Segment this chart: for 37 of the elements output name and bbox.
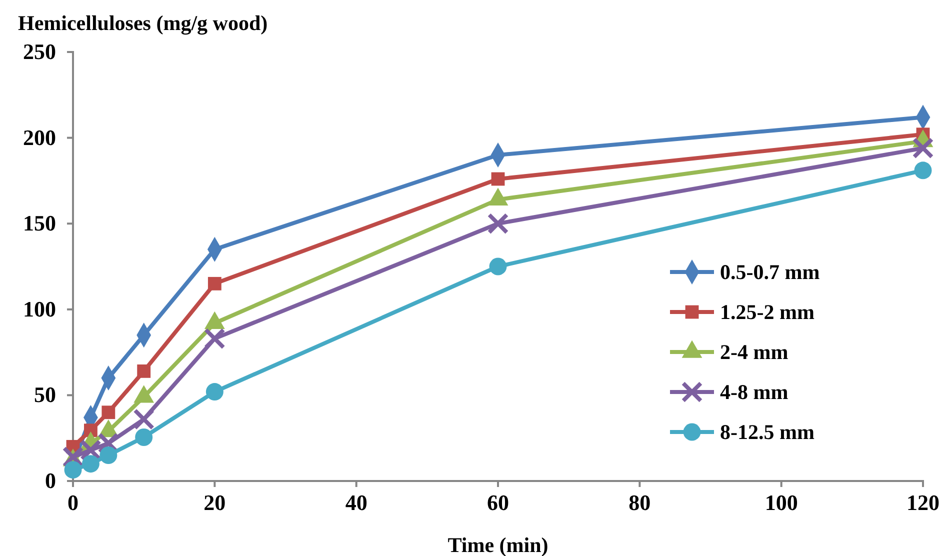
- point: [84, 424, 98, 438]
- legend-label: 4-8 mm: [720, 380, 789, 404]
- point: [491, 172, 505, 186]
- point: [135, 428, 153, 446]
- chart-title: Hemicelluloses (mg/g wood): [18, 11, 268, 35]
- point: [100, 446, 118, 464]
- point: [206, 383, 224, 400]
- x-tick-label: 20: [204, 490, 226, 515]
- point: [80, 439, 102, 461]
- y-tick-label: 50: [34, 382, 56, 408]
- point: [102, 406, 116, 420]
- point: [914, 162, 932, 180]
- legend-label: 0.5-0.7 mm: [720, 260, 820, 284]
- point: [489, 258, 507, 276]
- point: [487, 212, 509, 234]
- y-tick-label: 200: [23, 124, 56, 150]
- x-tick-label: 0: [68, 490, 78, 515]
- legend-label: 8-12.5 mm: [720, 420, 815, 444]
- x-tick-label: 100: [764, 490, 798, 515]
- point: [204, 328, 226, 350]
- point: [208, 276, 222, 290]
- legend-label: 2-4 mm: [720, 340, 789, 364]
- point: [82, 455, 100, 473]
- x-tick-label: 60: [487, 490, 509, 515]
- y-tick-label: 150: [23, 210, 56, 236]
- point: [912, 137, 934, 159]
- x-tick-label: 120: [906, 490, 940, 515]
- point: [137, 364, 151, 378]
- y-tick-label: 100: [23, 296, 56, 322]
- point: [64, 461, 82, 479]
- x-tick-label: 80: [628, 490, 651, 515]
- y-tick-label: 0: [45, 468, 56, 494]
- legend-label: 1.25-2 mm: [720, 300, 815, 324]
- point: [133, 408, 155, 430]
- y-tick-label: 250: [23, 39, 56, 64]
- x-tick-label: 40: [345, 490, 368, 515]
- point: [98, 432, 120, 454]
